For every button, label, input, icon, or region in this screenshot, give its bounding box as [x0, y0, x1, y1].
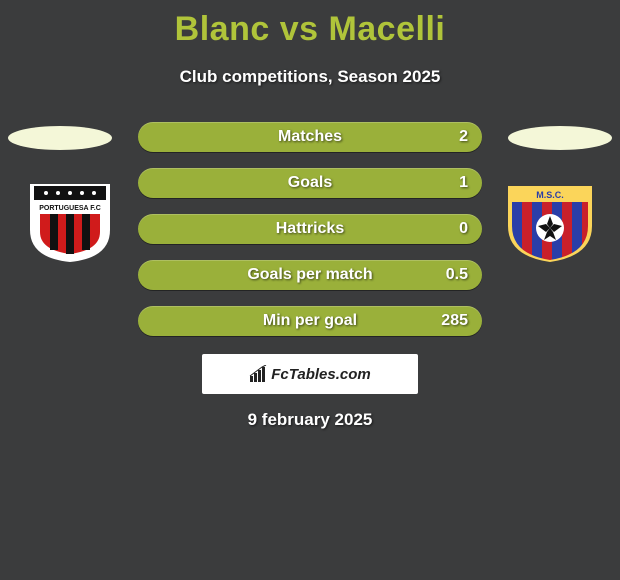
shadow-ellipse-left: [8, 126, 112, 150]
bar-chart-icon: [249, 365, 267, 383]
stat-value: 1: [459, 168, 468, 198]
subtitle: Club competitions, Season 2025: [0, 67, 620, 87]
team-right-logo: M.S.C.: [500, 180, 600, 264]
stat-row: Goals 1: [138, 168, 482, 198]
fctables-label: FcTables.com: [271, 366, 370, 383]
date-text: 9 february 2025: [0, 410, 620, 430]
stat-row: Matches 2: [138, 122, 482, 152]
stat-value: 0.5: [446, 260, 468, 290]
stat-label: Hattricks: [138, 214, 482, 244]
stat-row: Hattricks 0: [138, 214, 482, 244]
shadow-ellipse-right: [508, 126, 612, 150]
stat-label: Goals per match: [138, 260, 482, 290]
stat-label: Matches: [138, 122, 482, 152]
team-left-logo: PORTUGUESA F.C: [20, 180, 120, 264]
stat-label: Min per goal: [138, 306, 482, 336]
page-title: Blanc vs Macelli: [0, 0, 620, 49]
stat-row: Min per goal 285: [138, 306, 482, 336]
stat-value: 285: [441, 306, 468, 336]
svg-text:PORTUGUESA F.C: PORTUGUESA F.C: [39, 205, 101, 212]
stat-row: Goals per match 0.5: [138, 260, 482, 290]
stats-panel: Matches 2 Goals 1 Hattricks 0 Goals per …: [138, 122, 482, 352]
stat-value: 2: [459, 122, 468, 152]
svg-text:M.S.C.: M.S.C.: [536, 190, 564, 200]
stat-value: 0: [459, 214, 468, 244]
fctables-attribution[interactable]: FcTables.com: [202, 354, 418, 394]
stat-label: Goals: [138, 168, 482, 198]
